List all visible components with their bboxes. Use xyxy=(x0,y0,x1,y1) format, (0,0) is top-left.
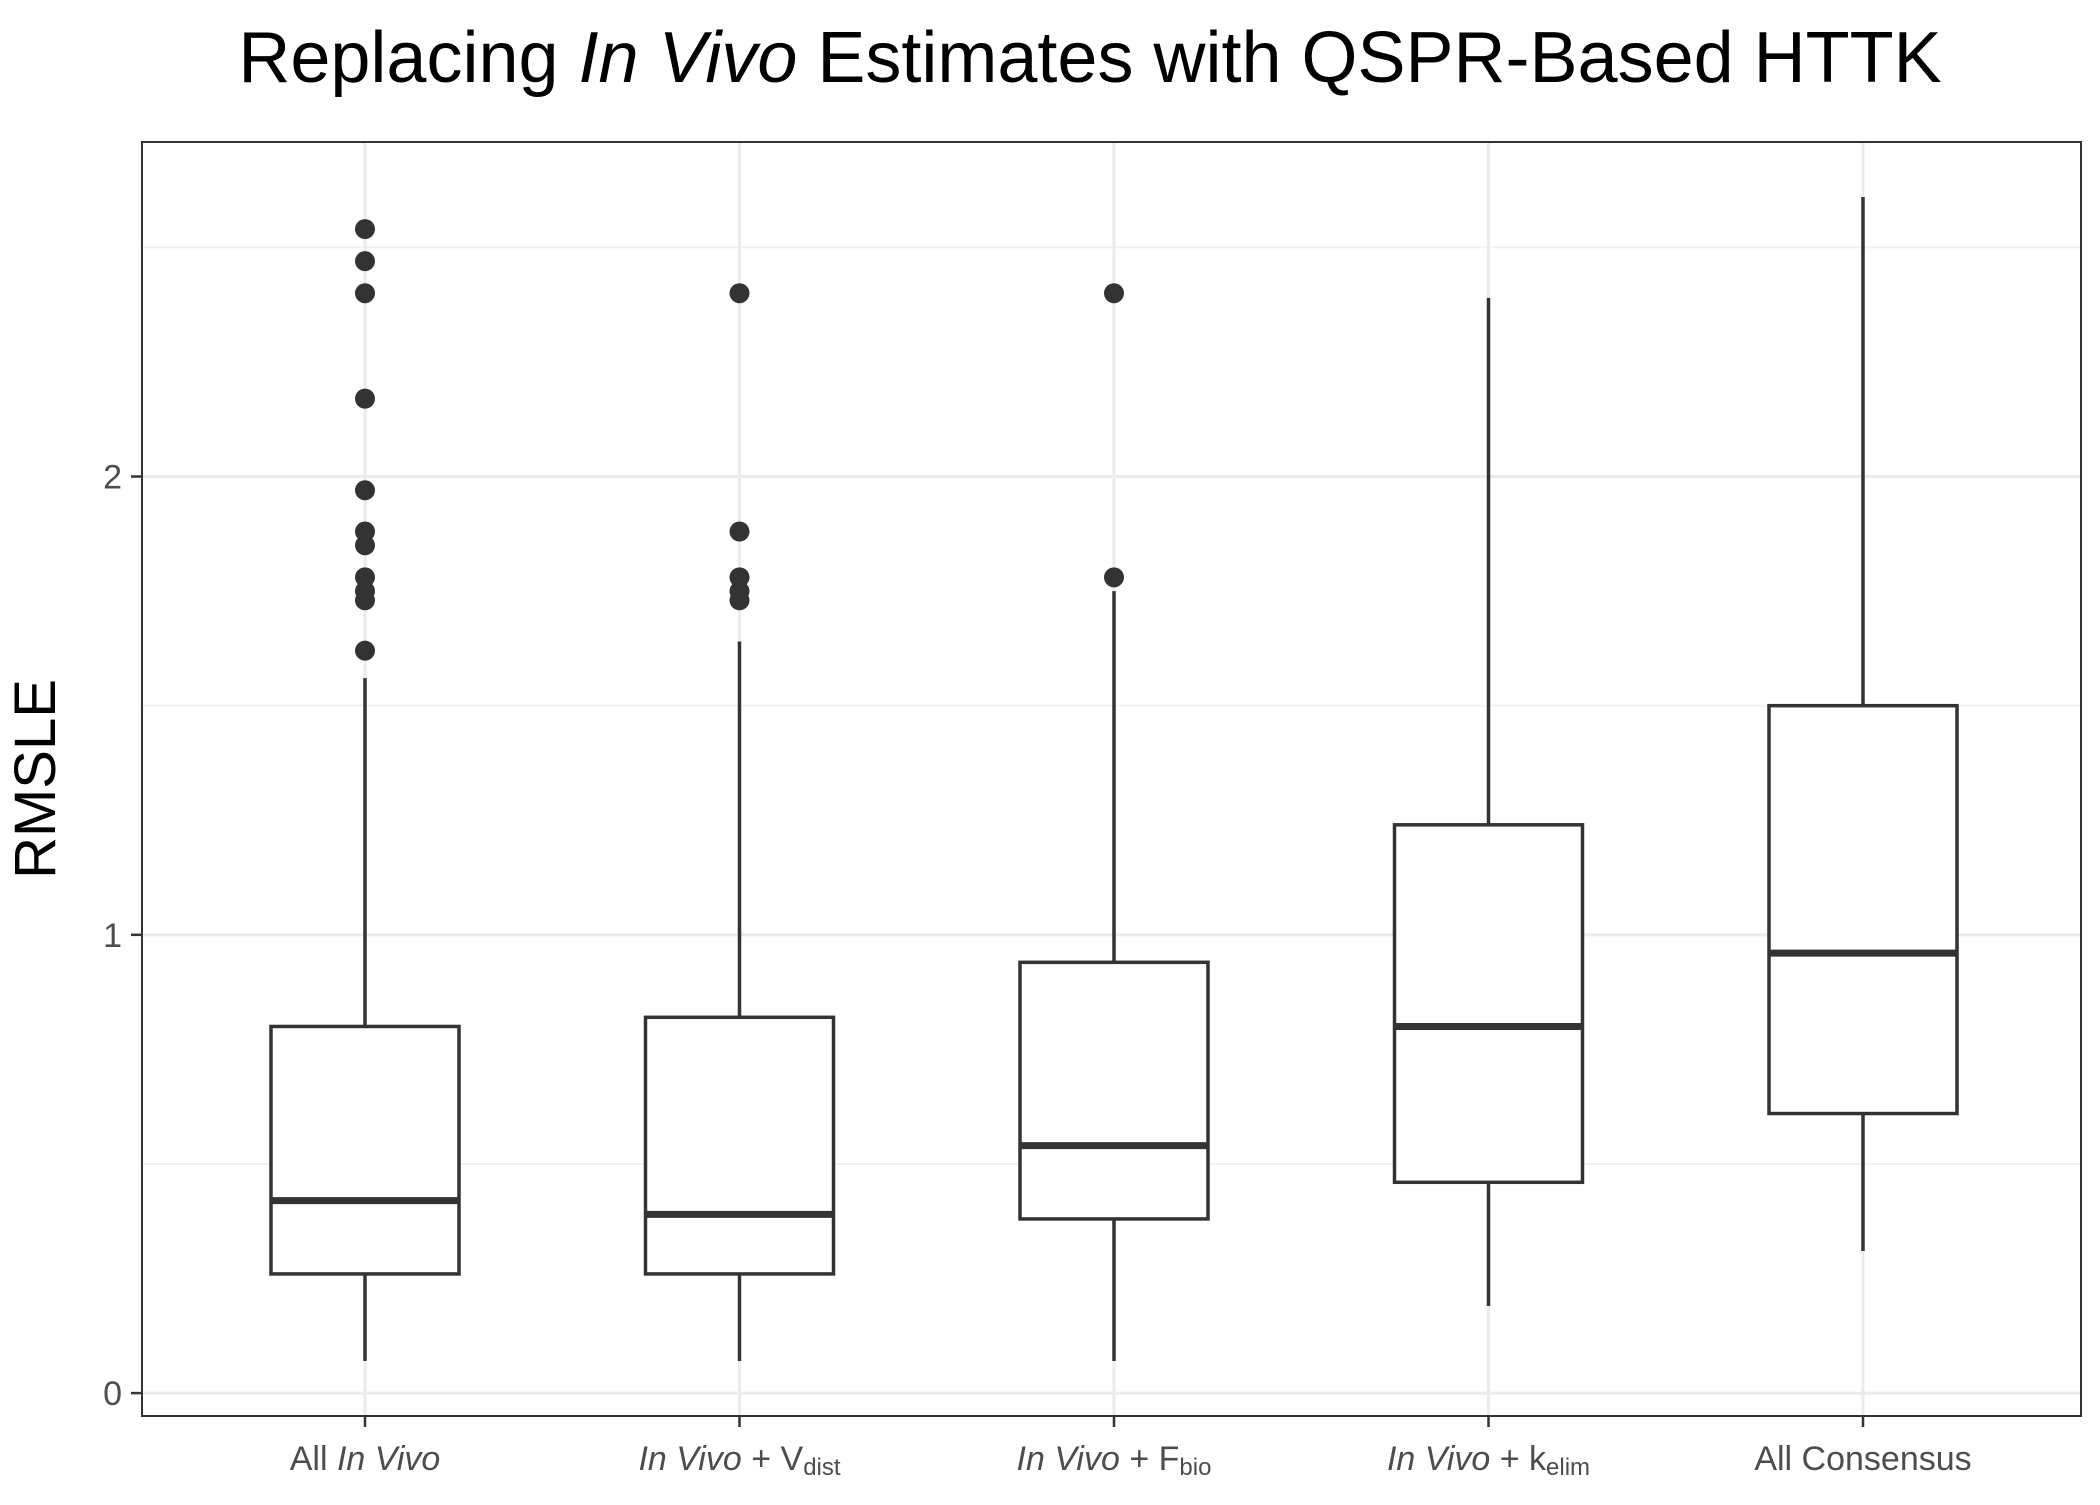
outlier-point xyxy=(355,581,375,602)
x-tick-label: In Vivo + Vdist xyxy=(638,1440,840,1481)
box-group xyxy=(1018,283,1210,1362)
interquartile-box xyxy=(1767,703,1959,1116)
outlier-point xyxy=(1104,567,1124,588)
chart-title: Replacing In Vivo Estimates with QSPR-Ba… xyxy=(238,18,1941,98)
outlier-point xyxy=(1104,283,1124,304)
outlier-point xyxy=(355,567,375,588)
outlier-point xyxy=(729,567,750,588)
x-tick-label: All In Vivo xyxy=(290,1440,441,1478)
outlier-point xyxy=(729,581,750,602)
y-axis-title: RMSLE xyxy=(3,679,68,879)
outlier-point xyxy=(355,219,375,240)
x-tick-label: In Vivo + kelim xyxy=(1387,1440,1590,1481)
axis-layer: 0 1 2 All In Vivo In Vivo + Vdist In Vivo + F… xyxy=(103,459,1972,1482)
y-tick-label: 2 xyxy=(103,459,122,497)
outlier-point xyxy=(729,283,750,304)
box-layer xyxy=(269,196,1959,1362)
outlier-point xyxy=(729,521,750,542)
y-tick-label: 0 xyxy=(103,1375,122,1413)
outlier-point xyxy=(355,521,375,542)
plot-panel-border xyxy=(141,141,2082,1417)
interquartile-box xyxy=(1018,960,1210,1221)
outlier-point xyxy=(355,388,375,409)
interquartile-box xyxy=(1392,823,1585,1185)
outlier-point xyxy=(355,640,375,661)
y-tick-label: 1 xyxy=(103,917,122,955)
box-group xyxy=(643,283,836,1362)
outlier-point xyxy=(355,480,375,501)
interquartile-box xyxy=(269,1024,461,1276)
box-group xyxy=(1767,196,1959,1252)
x-tick-label: In Vivo + Fbio xyxy=(1017,1440,1212,1481)
outlier-point xyxy=(355,283,375,304)
x-tick-label: All Consensus xyxy=(1754,1440,1971,1478)
box-group xyxy=(269,219,461,1362)
interquartile-box xyxy=(643,1015,836,1276)
outlier-point xyxy=(355,535,375,556)
box-group xyxy=(1392,297,1585,1307)
outlier-point xyxy=(355,251,375,272)
